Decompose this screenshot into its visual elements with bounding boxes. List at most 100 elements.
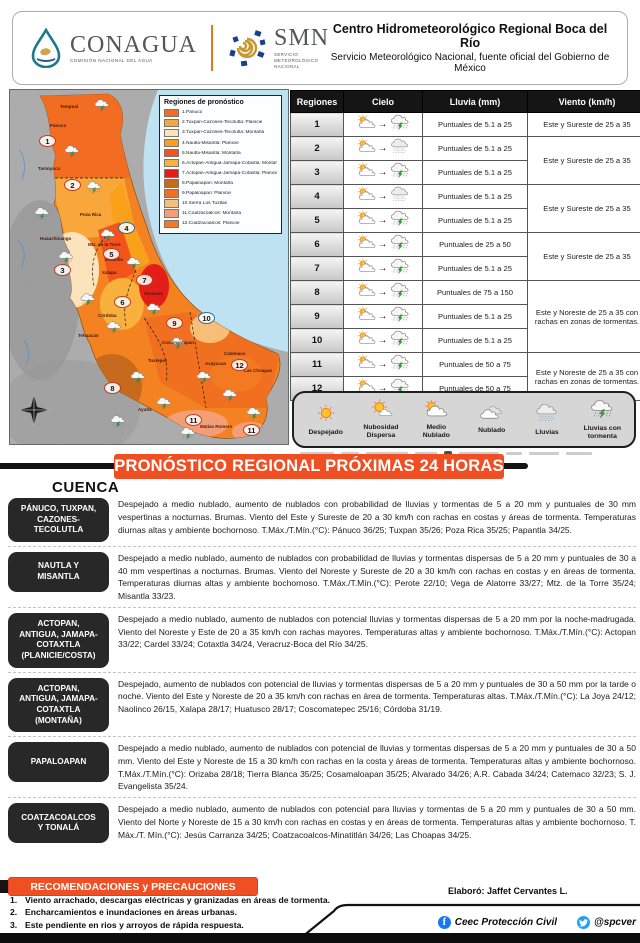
- map-legend-title: Regiones de pronóstico: [164, 99, 244, 106]
- conagua-wordmark: CONAGUA: [70, 31, 197, 58]
- recommendation-item: 3. Este pendiente en rios y arroyos de rá…: [10, 919, 444, 931]
- forecast-block: PAPALOAPAN Despejado a medio nublado, aum…: [8, 742, 636, 799]
- storm-cloud-icon: [246, 406, 262, 420]
- banner-rule-left: [0, 463, 118, 469]
- wind-forecast-cell: Este y Sureste de 25 a 35: [527, 184, 640, 233]
- region-number-cell: 9: [290, 304, 344, 329]
- sky-legend-item: Nublado: [478, 404, 505, 435]
- sky-legend-label: Despejado: [308, 428, 343, 436]
- partly-cloudy-icon: [357, 354, 376, 374]
- wind-forecast-cell: Este y Sureste de 25 a 35: [527, 136, 640, 185]
- legend-color-swatch: [164, 179, 179, 188]
- forecast-block: ACTOPAN, ANTIGUA, JAMAPA- COTAXTLA (MONT…: [8, 677, 636, 738]
- legend-color-swatch: [164, 219, 179, 229]
- table-header-cielo: Cielo: [343, 90, 423, 113]
- storm-icon: [390, 329, 410, 352]
- rain-forecast-cell: Puntuales de 5.1 a 25: [422, 184, 528, 209]
- table-row: 4 → Puntuales de 5.1 a 25 Este y Sureste de…: [290, 184, 640, 233]
- recommendations-title: RECOMENDACIONES y PRECAUCIONES: [30, 880, 236, 893]
- arrow-right-icon: →: [377, 382, 388, 394]
- region-number-cell: 5: [290, 208, 344, 233]
- legend-label: 2.Tuxpan-Cazones-Tecolutla: Planicie: [182, 120, 263, 126]
- social-panel-outline: [301, 903, 640, 937]
- arrow-right-icon: →: [377, 118, 388, 130]
- storm-icon: [390, 209, 410, 232]
- region-number-cell: 4: [290, 184, 344, 209]
- storm-icon: [390, 233, 410, 256]
- forecast-region-label: ACTOPAN, ANTIGUA, JAMAPA- COTAXTLA (PLAN…: [8, 612, 109, 668]
- region-marker-7: 7: [136, 274, 153, 286]
- arrow-right-icon: →: [377, 238, 388, 250]
- city-label: Mtz. de la Torre: [88, 242, 121, 247]
- region-marker-2: 2: [64, 179, 81, 191]
- water-drop-icon: [31, 28, 61, 68]
- legend-label: 9.Papaloapan: Planicie: [182, 191, 232, 196]
- region-number-cell: 8: [290, 280, 344, 305]
- rain-icon: [390, 185, 410, 208]
- sky-legend-label: Lluvias: [535, 429, 559, 437]
- legend-label: 12.Coatzacoalcos: Planicie: [182, 221, 240, 227]
- partly-cloudy-icon: [357, 162, 376, 182]
- twitter-icon: [577, 916, 590, 929]
- arrow-right-icon: →: [377, 214, 388, 226]
- city-label: Tempoal: [60, 104, 79, 109]
- prepared-by-name: Jaffet Cervantes L.: [487, 886, 568, 896]
- storm-icon: [390, 281, 410, 304]
- recommendation-text: Este pendiente en rios y arroyos de rápi…: [25, 919, 244, 930]
- rain-forecast-cell: Puntuales de 5.1 a 25: [422, 208, 528, 233]
- city-label: Las Choapas: [244, 368, 273, 373]
- banner-rule-right: [498, 463, 528, 469]
- city-label: Tuxtepec: [148, 358, 168, 363]
- city-label: Huauchinango: [40, 236, 72, 241]
- banner-title: PRONÓSTICO REGIONAL PRÓXIMAS 24 HORAS: [114, 457, 504, 475]
- forecast-text: Despejado, aumento de nublados con poten…: [118, 678, 636, 715]
- forecast-region-label: ACTOPAN, ANTIGUA, JAMAPA- COTAXTLA (MONT…: [8, 677, 109, 733]
- rain-forecast-cell: Puntuales de 5.1 a 25: [422, 304, 528, 329]
- region-marker-1: 1: [39, 135, 56, 147]
- partly-cloudy-icon: [357, 306, 376, 326]
- twitter-link[interactable]: @spcver: [577, 916, 636, 929]
- forecast-regions-map: Tempoal Pánuco Tantoyuca Poza Rica Huauchina…: [9, 89, 289, 445]
- storm-icon: [390, 305, 410, 328]
- map-legend-item: 5.Nautla-Misantla: Montaña: [164, 148, 277, 158]
- storm-cloud-icon: [146, 302, 162, 316]
- storm-cloud-icon: [110, 414, 126, 428]
- city-label: Tantoyuca: [38, 166, 61, 171]
- storm-cloud-icon: [180, 426, 196, 440]
- partly-cloudy-icon: [357, 330, 376, 350]
- sky-legend-label: Nublado: [478, 427, 506, 435]
- forecast-block: COATZACOALCOS Y TONALÁ Despejado a medio …: [8, 803, 636, 847]
- storm-cloud-icon: [80, 292, 96, 306]
- sky-legend-label: Lluvias con tormenta: [583, 425, 622, 440]
- social-links: f Ceec Protección Civil @spcver: [340, 916, 636, 929]
- compass-rose: [19, 395, 49, 425]
- storm-cloud-icon: [196, 370, 212, 384]
- arrow-right-icon: →: [377, 358, 388, 370]
- legend-color-swatch: [164, 189, 179, 198]
- facebook-link[interactable]: f Ceec Protección Civil: [437, 916, 557, 929]
- region-number-cell: 1: [290, 112, 344, 137]
- region-marker-12: 12: [231, 359, 248, 371]
- rain-icon: [535, 402, 559, 428]
- table-header-regiones: Regiones: [290, 90, 344, 113]
- sun-icon: [316, 403, 336, 428]
- region-marker-4: 4: [118, 222, 135, 234]
- region-number-cell: 11: [290, 352, 344, 377]
- region-marker-8: 8: [104, 382, 121, 394]
- sky-condition-cell: →: [343, 304, 423, 329]
- storm-cloud-icon: [34, 206, 50, 220]
- twitter-handle: @spcver: [594, 917, 636, 928]
- storm-icon: [590, 398, 614, 424]
- city-label: Veracruz: [144, 291, 163, 296]
- legend-label: 11.Coatzacoalcos: Montaña: [182, 211, 242, 217]
- legend-label: 7.Actopan-Antigua-Jamapa-Cotaxtla: Plani…: [182, 170, 277, 176]
- region-marker-11: 11: [185, 414, 202, 426]
- map-legend-item: 8.Papaloapan: Montaña: [164, 179, 277, 188]
- map-legend-item: 11.Coatzacoalcos: Montaña: [164, 209, 277, 218]
- partly-cloudy-icon: [357, 378, 376, 398]
- partly-cloudy-icon: [357, 210, 376, 230]
- conagua-logo: CONAGUA COMISIÓN NACIONAL DEL AGUA: [29, 28, 197, 68]
- document-title-block: Centro Hidrometeorológico Regional Boca …: [329, 22, 611, 74]
- city-label: Pánuco: [50, 123, 67, 128]
- arrow-right-icon: →: [377, 142, 388, 154]
